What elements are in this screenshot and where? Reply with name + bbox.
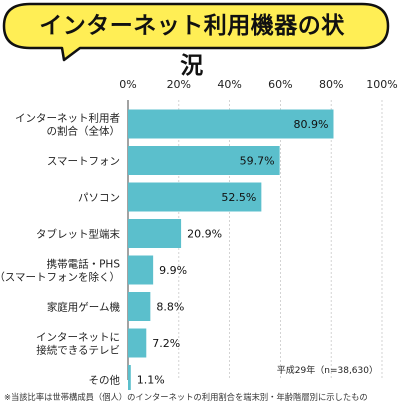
sample-note: 平成29年（n=38,630） bbox=[277, 364, 378, 376]
category-label: 家庭用ゲーム機 bbox=[47, 301, 121, 314]
bar bbox=[128, 365, 131, 390]
x-tick-label: 20% bbox=[167, 78, 191, 91]
bar bbox=[128, 328, 147, 358]
footnote: ※当該比率は世帯構成員（個人）のインターネットの利用割合を端末別・年齢階層別に示… bbox=[4, 392, 368, 402]
data-label: 8.8% bbox=[156, 301, 184, 314]
x-tick-label: 0% bbox=[119, 78, 136, 91]
data-label: 1.1% bbox=[137, 374, 165, 387]
category-label: スマートフォン bbox=[47, 156, 120, 168]
data-label: 7.2% bbox=[152, 337, 180, 350]
category-label: の割合（全体） bbox=[47, 125, 121, 138]
x-tick-label: 80% bbox=[319, 78, 343, 91]
title-bubble-shape bbox=[2, 2, 390, 62]
bar bbox=[128, 146, 280, 175]
bar bbox=[128, 255, 154, 285]
bar bbox=[128, 292, 151, 321]
data-label: 9.9% bbox=[159, 264, 187, 277]
title-bubble bbox=[2, 2, 390, 62]
bar bbox=[128, 219, 182, 248]
page-title: インターネット利用機器の状況 bbox=[39, 13, 345, 79]
bar bbox=[128, 109, 334, 139]
x-tick-label: 60% bbox=[268, 78, 292, 91]
category-label: その他 bbox=[89, 374, 121, 387]
data-label: 20.9% bbox=[187, 228, 222, 241]
bar bbox=[128, 182, 262, 212]
data-label: 52.5% bbox=[221, 191, 256, 204]
category-label: インターネット利用者 bbox=[15, 113, 120, 125]
data-label: 80.9% bbox=[294, 118, 329, 131]
x-tick-label: 40% bbox=[217, 78, 241, 91]
category-label: （スマートフォンを除く） bbox=[0, 271, 120, 284]
data-label: 59.7% bbox=[240, 155, 275, 168]
category-label: パソコン bbox=[78, 192, 120, 204]
category-label: 接続できるテレビ bbox=[36, 344, 120, 357]
category-label: 携帯電話・PHS bbox=[47, 258, 121, 271]
x-tick-label: 100% bbox=[366, 78, 397, 91]
category-label: タブレット型端末 bbox=[36, 228, 120, 241]
category-label: インターネットに bbox=[36, 332, 120, 344]
